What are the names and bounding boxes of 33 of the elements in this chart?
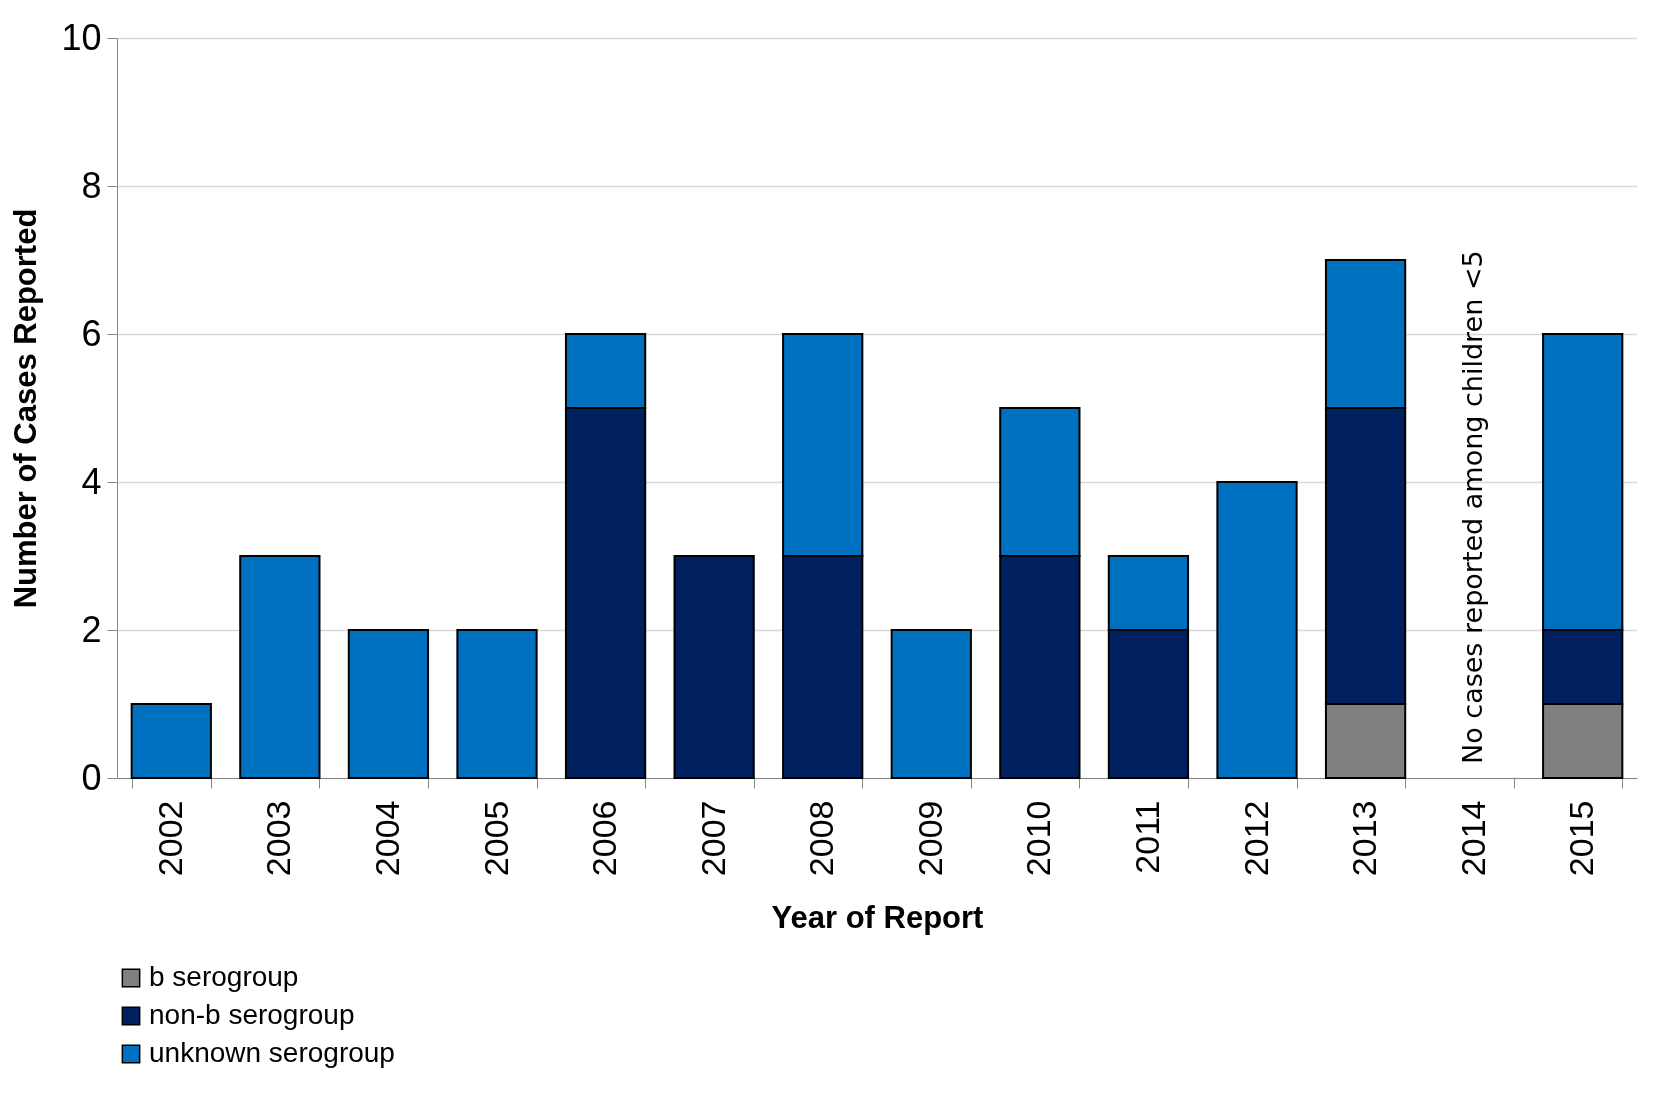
x-tick-label: 2002	[150, 800, 189, 877]
bar	[239, 555, 321, 779]
bar	[890, 629, 972, 779]
y-tick-label: 2	[81, 608, 102, 650]
y-tick-label: 6	[81, 312, 102, 354]
x-tick-label: 2003	[259, 800, 298, 877]
legend-label: non-b serogroup	[149, 999, 355, 1030]
y-axis-title: Number of Cases Reported	[8, 208, 44, 609]
x-tick-label: 2011	[1127, 800, 1166, 874]
annotation: No cases reported among children <5	[1457, 250, 1489, 764]
legend-label: b serogroup	[149, 961, 299, 992]
y-tick-label: 8	[81, 164, 102, 206]
x-tick-label: 2009	[910, 800, 949, 877]
x-tick-label: 2014	[1453, 800, 1492, 877]
bar	[456, 629, 538, 779]
x-tick-label: 2006	[585, 800, 624, 877]
y-tick-label: 0	[81, 756, 102, 798]
x-tick-label: 2010	[1019, 800, 1058, 877]
x-tick-label: 2004	[367, 800, 406, 877]
x-tick-label: 2005	[476, 800, 515, 877]
bar	[130, 703, 212, 779]
y-tick-label: 10	[61, 16, 102, 58]
y-tick-label: 4	[81, 460, 102, 502]
bar	[1216, 481, 1298, 779]
x-tick-label: 2007	[693, 800, 732, 877]
x-tick-label: 2015	[1562, 800, 1601, 877]
bar	[347, 629, 430, 779]
x-tick-label: 2013	[1345, 800, 1384, 877]
x-tick-label: 2008	[802, 800, 841, 877]
x-axis-title: Year of Report	[771, 900, 984, 936]
legend-label: unknown serogroup	[149, 1037, 395, 1068]
x-tick-label: 2012	[1236, 800, 1275, 877]
bar	[673, 555, 755, 779]
